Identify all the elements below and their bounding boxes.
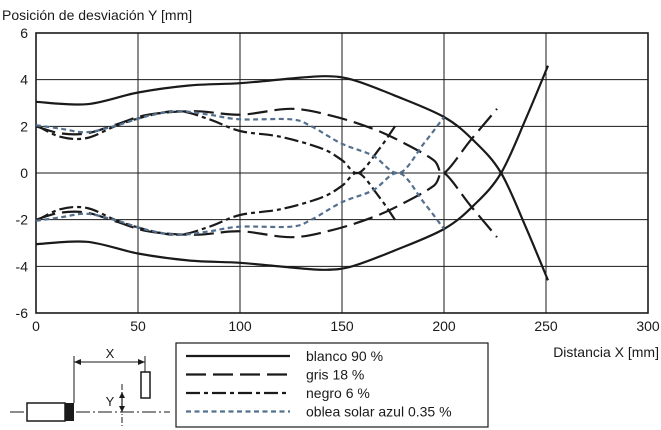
series-curve-3-upper — [35, 110, 396, 175]
target-object — [140, 371, 151, 399]
y-tick-label: -6 — [16, 305, 29, 321]
y-axis-label: Posición de desviación Y [mm] — [2, 7, 192, 23]
axes — [35, 32, 649, 314]
y-tick-label: 6 — [20, 25, 28, 41]
series-curve-4-upper — [35, 110, 445, 175]
sensor-body — [26, 402, 66, 422]
y-tick-label: 4 — [20, 72, 28, 88]
y-dimension-arrows — [119, 392, 125, 412]
x-tick-label: 200 — [432, 318, 456, 334]
inset-y-label: Y — [106, 394, 115, 409]
x-tick-label: 100 — [228, 318, 252, 334]
series-curve-1-upper — [35, 75, 550, 281]
tick-labels: 0 50 100 150 200 250 300 6 4 2 0 -2 -4 -6 — [16, 25, 660, 334]
y-tick-label: 2 — [20, 118, 28, 134]
y-tick-label: 0 — [20, 165, 28, 181]
plot-frame — [35, 32, 649, 314]
x-tick-label: 250 — [534, 318, 558, 334]
legend-label: negro 6 % — [306, 385, 370, 401]
inset-x-label: X — [106, 346, 115, 361]
y-tick-label: -2 — [16, 212, 29, 228]
x-axis-label: Distancia X [mm] — [553, 344, 659, 360]
series-curve-4-lower — [35, 171, 445, 236]
series-curve-3-lower — [35, 171, 396, 236]
legend-label: blanco 90 % — [306, 348, 383, 364]
legend: blanco 90 % gris 18 % negro 6 % oblea solar… — [175, 342, 489, 428]
sensor-lens — [65, 403, 74, 421]
x-tick-label: 50 — [130, 318, 146, 334]
y-tick-label: -4 — [16, 258, 29, 274]
legend-label: gris 18 % — [306, 367, 364, 383]
legend-label: oblea solar azul 0.35 % — [306, 404, 452, 420]
series-curves — [35, 65, 550, 281]
series-curve-1-lower — [35, 65, 550, 271]
x-tick-label: 150 — [330, 318, 354, 334]
x-tick-label: 300 — [636, 318, 660, 334]
grid — [35, 32, 649, 314]
sensor-geometry-inset — [10, 356, 170, 426]
x-tick-label: 0 — [32, 318, 40, 334]
